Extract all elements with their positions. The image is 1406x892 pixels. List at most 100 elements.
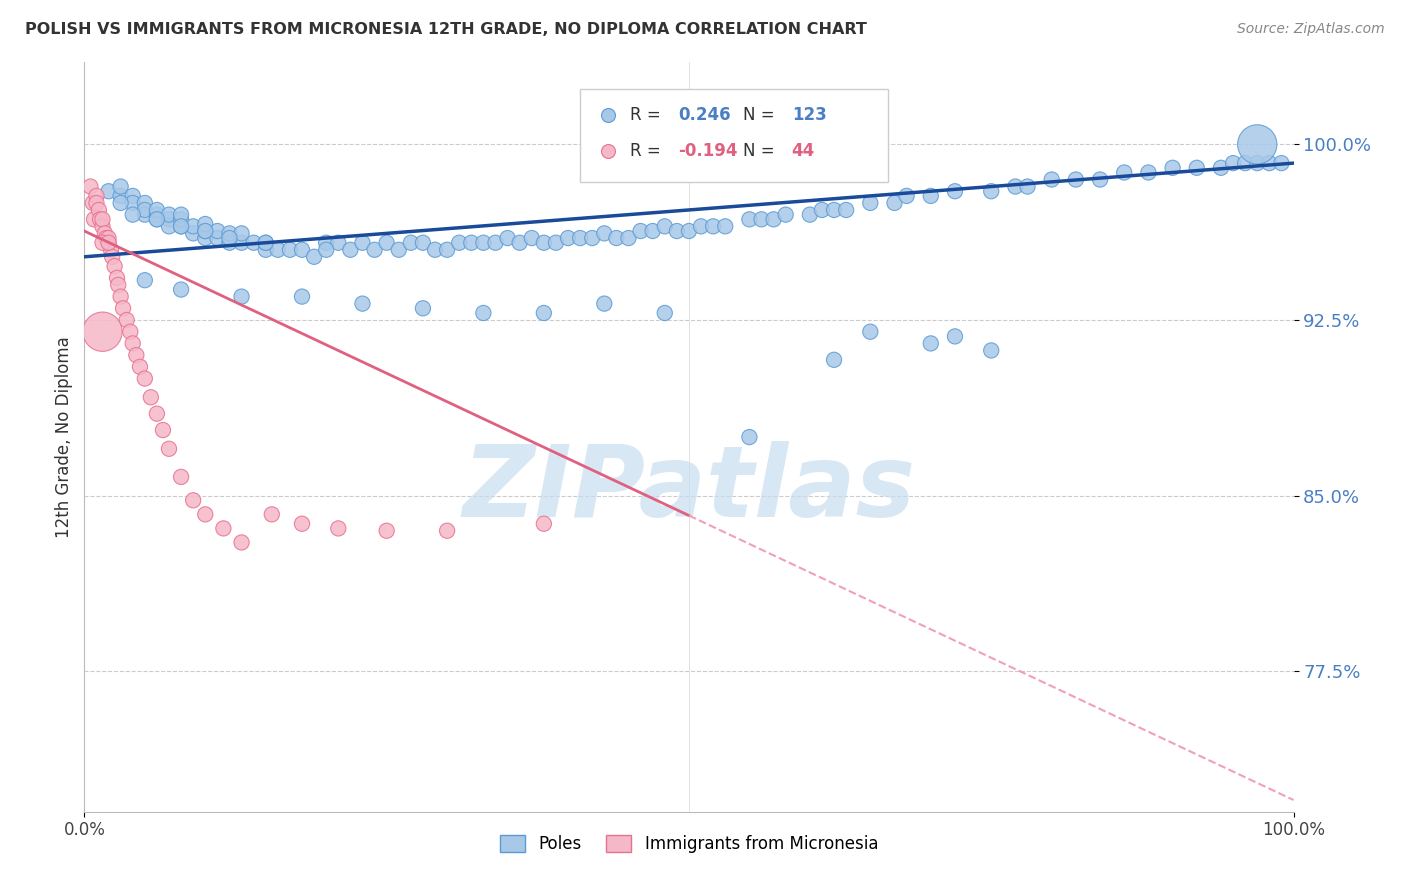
Point [980,343,1002,358]
Point [218,227,240,241]
Point [86,195,108,210]
Point [181,227,204,241]
Point [181,493,204,508]
Y-axis label: 12th Grade, No Diploma: 12th Grade, No Diploma [55,336,73,538]
Point [1246,156,1268,170]
Point [134,273,156,287]
Point [533,516,555,531]
Point [1270,156,1292,170]
Point [101,250,124,264]
Point [146,202,169,217]
Point [654,306,676,320]
Point [112,301,135,316]
Point [121,189,143,203]
Point [157,212,180,227]
Point [823,352,845,367]
Point [920,336,942,351]
Point [738,430,761,444]
Point [254,243,277,257]
Point [702,219,724,234]
Point [738,212,761,227]
Point [157,442,180,456]
Point [218,235,240,250]
Point [1222,156,1244,170]
Point [811,202,834,217]
Point [97,235,120,250]
Point [520,231,543,245]
Point [194,231,217,245]
Point [315,243,337,257]
Point [533,235,555,250]
Point [97,235,120,250]
Point [1246,137,1268,152]
Point [1004,179,1026,194]
Point [375,235,398,250]
Text: ZIPatlas: ZIPatlas [463,441,915,538]
Point [533,306,555,320]
Point [134,208,156,222]
Point [91,219,114,234]
Point [170,208,193,222]
Point [121,336,143,351]
Point [665,224,688,238]
Point [859,195,882,210]
Point [605,231,627,245]
Point [1258,156,1281,170]
Point [170,470,193,484]
Point [89,212,111,227]
Point [194,224,217,238]
Point [218,231,240,245]
Text: N =: N = [744,142,780,160]
Point [1064,172,1087,186]
Point [1185,161,1208,175]
Point [254,235,277,250]
Point [412,235,434,250]
Point [194,217,217,231]
Legend: Poles, Immigrants from Micronesia: Poles, Immigrants from Micronesia [494,828,884,860]
Point [484,235,506,250]
Point [231,227,253,241]
Point [231,535,253,549]
Text: Source: ZipAtlas.com: Source: ZipAtlas.com [1237,22,1385,37]
Point [641,224,664,238]
Point [291,516,314,531]
Point [1040,172,1063,186]
Point [97,231,120,245]
Text: POLISH VS IMMIGRANTS FROM MICRONESIA 12TH GRADE, NO DIPLOMA CORRELATION CHART: POLISH VS IMMIGRANTS FROM MICRONESIA 12T… [25,22,868,37]
Point [121,195,143,210]
Point [94,231,117,245]
Point [883,195,905,210]
Point [91,212,114,227]
Point [134,195,156,210]
Point [352,296,374,310]
Point [207,231,229,245]
Point [181,219,204,234]
Point [110,289,132,303]
Point [823,202,845,217]
Point [267,243,290,257]
Point [835,202,858,217]
Point [134,371,156,385]
Point [399,235,422,250]
Point [775,208,797,222]
Point [449,235,471,250]
Point [1137,165,1160,179]
Point [146,208,169,222]
Point [152,423,174,437]
Point [943,329,966,343]
Point [105,271,128,285]
Point [254,235,277,250]
Point [328,235,350,250]
Point [375,524,398,538]
Point [714,219,737,234]
Point [472,306,495,320]
Text: -0.194: -0.194 [678,142,738,160]
Point [83,212,105,227]
Point [1234,156,1257,170]
Point [472,235,495,250]
Point [1209,161,1232,175]
Point [231,289,253,303]
Point [617,231,640,245]
Point [751,212,773,227]
Point [509,235,531,250]
